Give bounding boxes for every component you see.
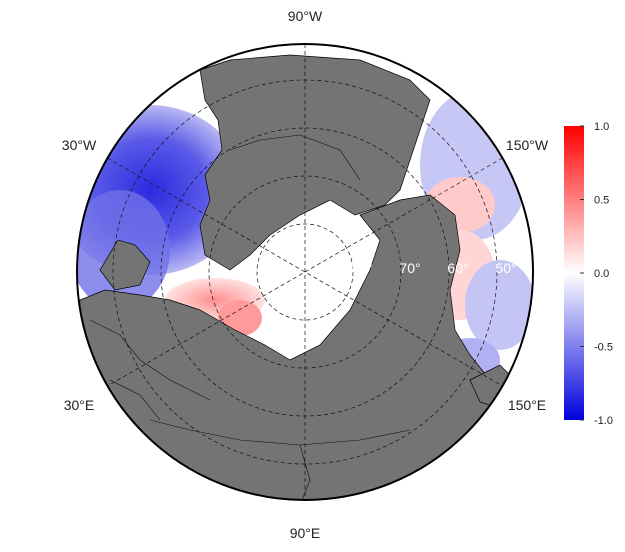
colorbar-tick-label: 0.0 [594,268,609,280]
scandinavia [99,239,151,291]
colorbar-tick-label: 1.0 [594,121,609,133]
lat-label-80: 80° [351,260,372,276]
lat-label-50: 50° [495,260,516,276]
lon-label-30w: 30°W [62,137,97,153]
lon-label-30e: 30°E [64,397,95,413]
greenland-north-america [199,54,431,271]
lon-label-90e: 90°E [290,525,321,541]
graticule [107,44,503,500]
colorbar-tick-label: -1.0 [594,415,613,427]
lat-label-70: 70° [399,260,420,276]
map-frame [76,43,534,501]
borders [89,134,411,500]
land-masses [77,54,533,500]
colorbar-gradient [564,126,584,420]
lon-label-150w: 150°W [506,137,549,153]
colorbar: 1.0 0.5 0.0 -0.5 -1.0 [564,121,613,427]
colorbar-tick-label: -0.5 [594,342,613,354]
colorbar-tick-label: 0.5 [594,195,609,207]
colorbar-ticks: 1.0 0.5 0.0 -0.5 -1.0 [580,121,613,427]
lat-label-60: 60° [447,260,468,276]
lon-label-90w: 90°W [288,8,323,24]
lon-label-150e: 150°E [508,397,546,413]
